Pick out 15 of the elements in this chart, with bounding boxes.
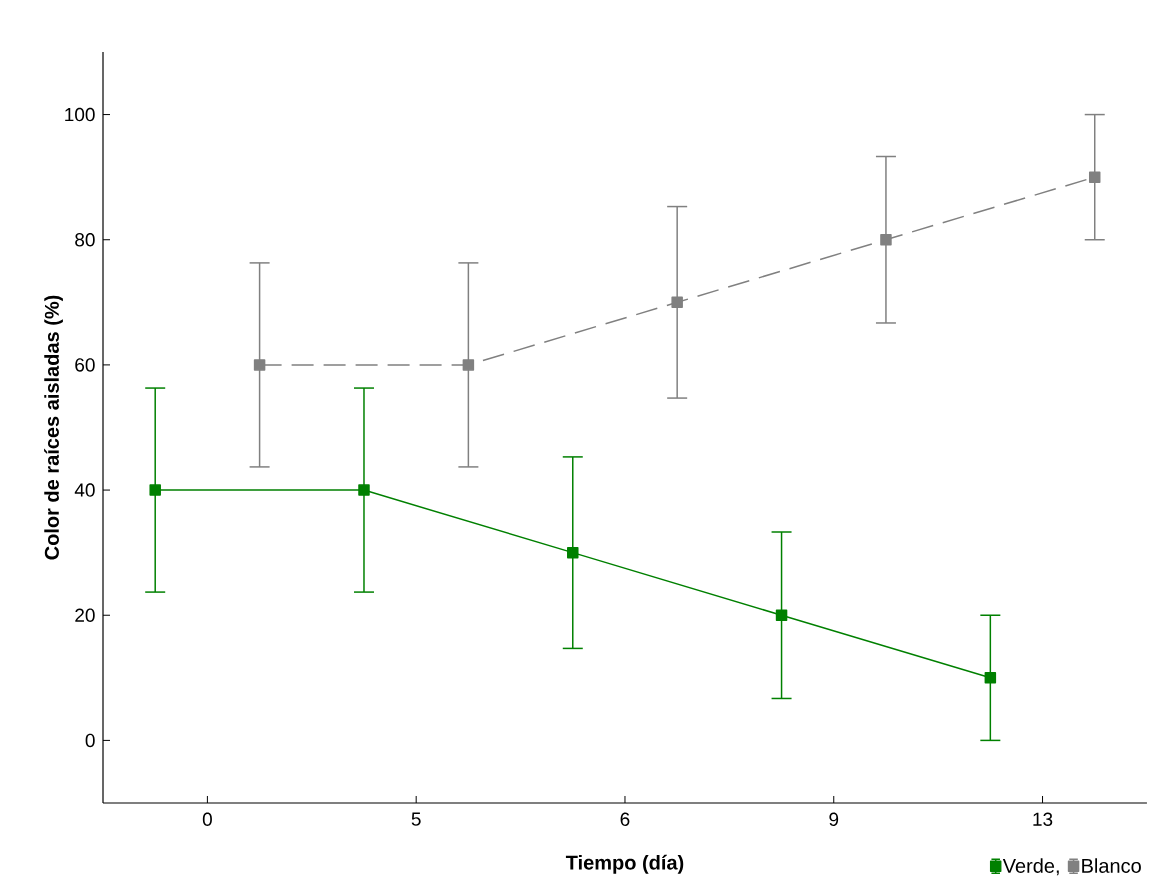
x-tick-label: 13 xyxy=(1033,812,1053,826)
x-axis-title: Tiempo (día) xyxy=(565,854,684,874)
legend-label: Verde, xyxy=(1002,858,1059,876)
legend-label: Blanco xyxy=(1082,858,1141,873)
x-tick-label: 9 xyxy=(829,812,839,826)
y-axis-title: Color de raíces aisladas (%) xyxy=(44,295,63,560)
x-tick-label: 5 xyxy=(411,812,421,826)
y-tick-label: 0 xyxy=(85,733,95,748)
y-tick-label: 40 xyxy=(74,483,95,497)
x-tick-label: 0 xyxy=(202,812,212,826)
x-tick-label: 6 xyxy=(620,812,630,826)
y-tick-label: 60 xyxy=(75,358,95,372)
y-tick-label: 80 xyxy=(75,233,95,247)
y-tick-label: 20 xyxy=(75,608,95,622)
y-tick-label: 100 xyxy=(65,107,95,122)
